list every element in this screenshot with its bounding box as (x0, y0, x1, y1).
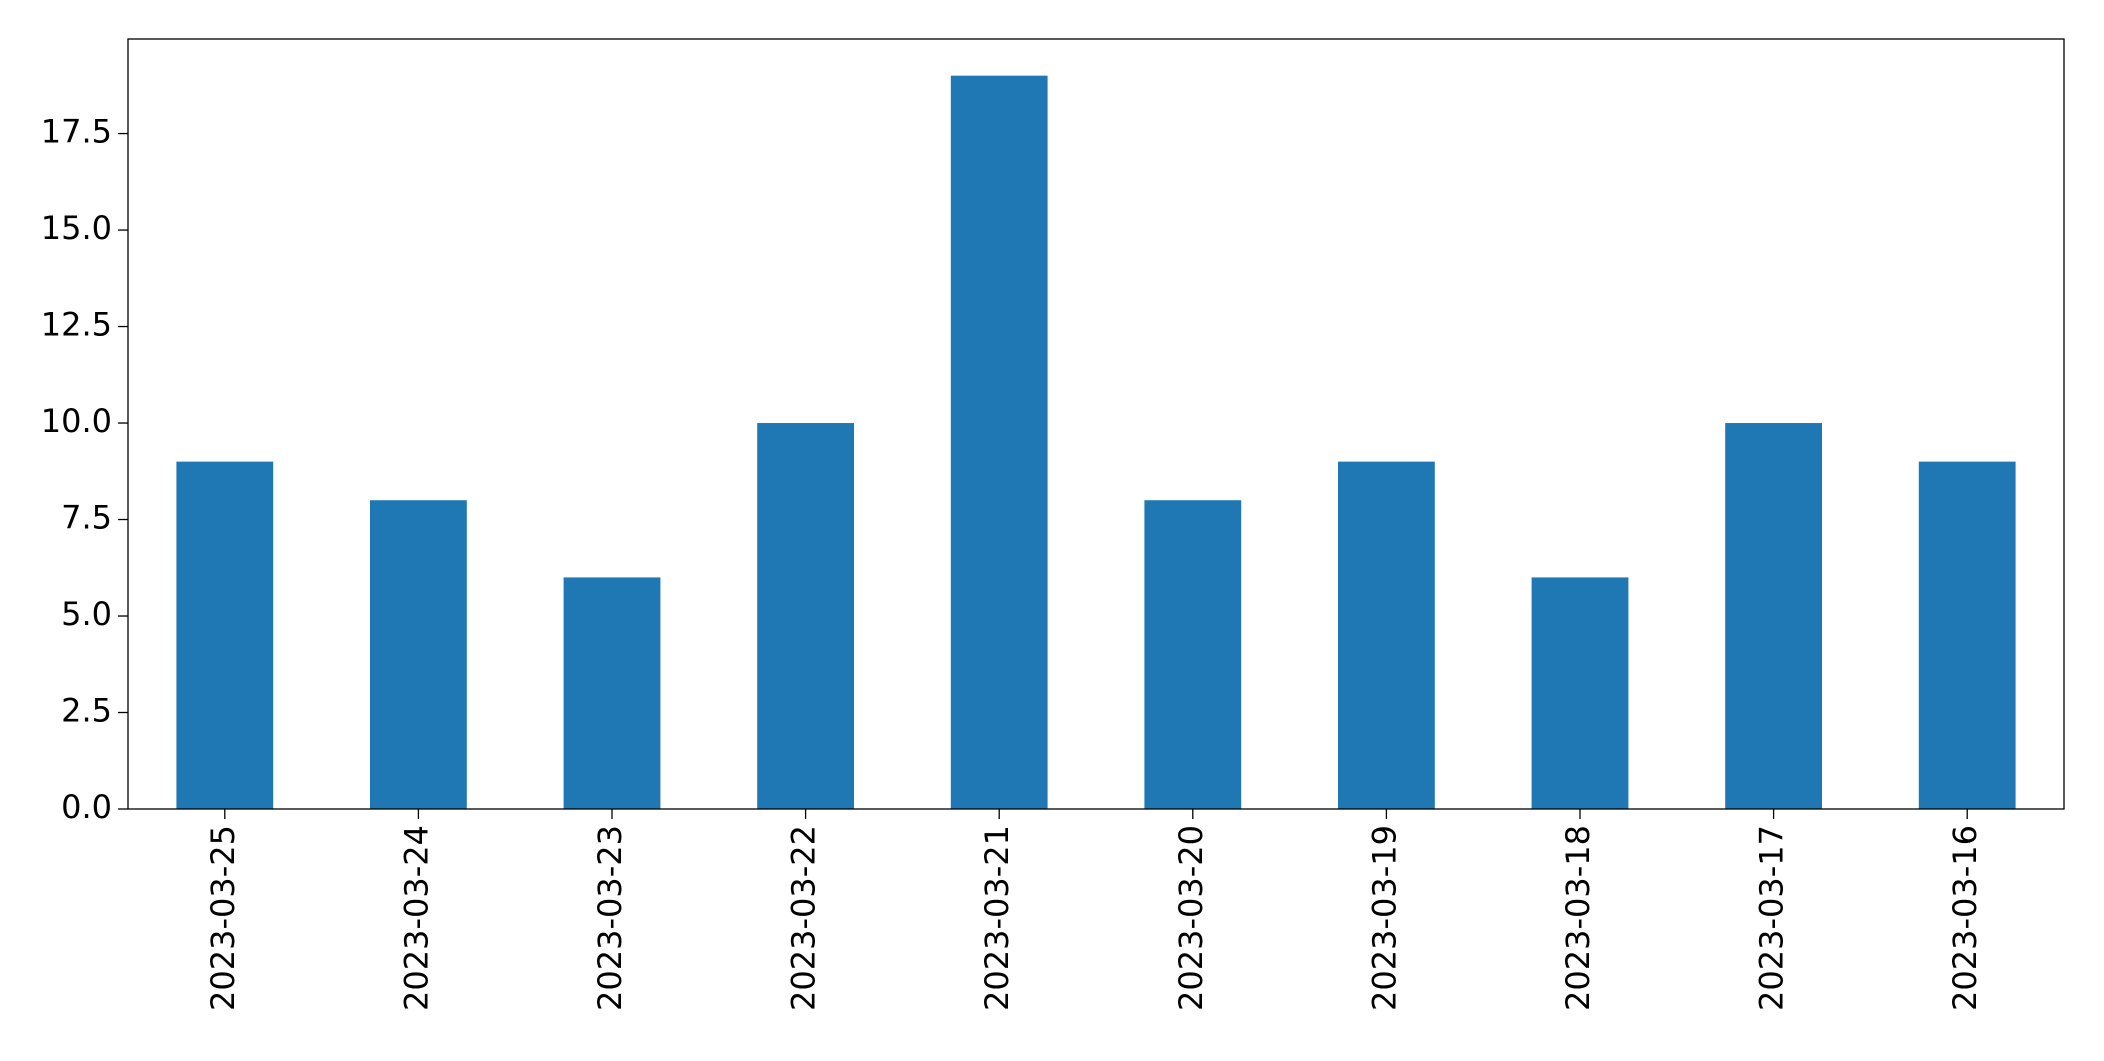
y-tick-label: 12.5 (41, 306, 112, 344)
bar (757, 423, 854, 809)
bar (1918, 461, 2016, 809)
bar (176, 461, 274, 809)
x-tick-label: 2023-03-22 (785, 825, 823, 1011)
y-tick-label: 5.0 (61, 595, 112, 633)
x-tick-label: 2023-03-23 (591, 825, 629, 1011)
bar (370, 500, 467, 809)
y-tick-label: 7.5 (61, 499, 112, 537)
bar (563, 577, 661, 809)
x-tick-label: 2023-03-21 (978, 825, 1016, 1011)
x-tick-label: 2023-03-20 (1172, 825, 1210, 1011)
x-tick-label: 2023-03-19 (1365, 825, 1403, 1011)
x-tick-label: 2023-03-16 (1946, 825, 1984, 1011)
x-tick-label: 2023-03-18 (1559, 825, 1597, 1011)
x-tick-label: 2023-03-25 (204, 825, 242, 1011)
x-tick-label: 2023-03-24 (397, 825, 435, 1011)
bar (1144, 500, 1242, 809)
bar (1725, 423, 1822, 809)
bar (950, 75, 1048, 809)
y-tick-label: 15.0 (41, 209, 112, 247)
plot-frame (127, 38, 2065, 810)
bar (1338, 461, 1435, 809)
bar (1531, 577, 1629, 809)
y-tick-label: 0.0 (61, 788, 112, 826)
y-tick-label: 17.5 (41, 113, 112, 151)
y-tick-label: 10.0 (41, 402, 112, 440)
y-tick-label: 2.5 (61, 692, 112, 730)
x-tick-label: 2023-03-17 (1753, 825, 1791, 1011)
